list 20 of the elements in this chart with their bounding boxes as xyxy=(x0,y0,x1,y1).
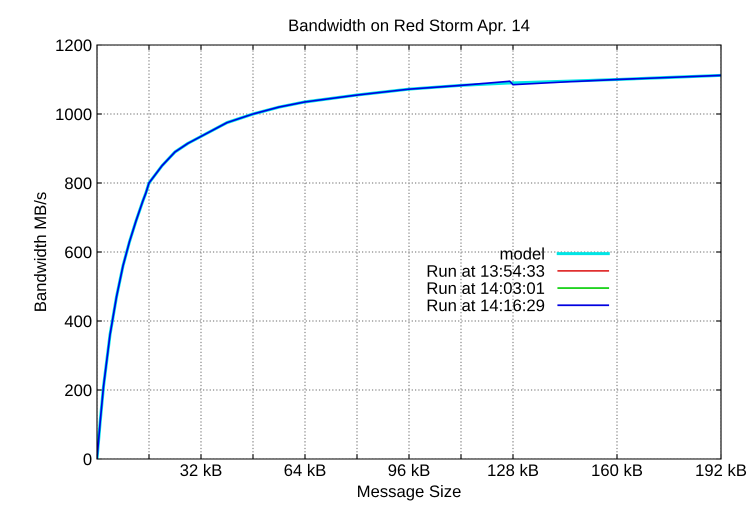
y-tick-label: 400 xyxy=(64,315,92,328)
y-tick-label: 1200 xyxy=(56,39,92,52)
y-axis-title: Bandwidth MB/s xyxy=(34,192,46,311)
x-tick-label: 96 kB xyxy=(388,464,430,476)
x-tick-label: 192 kB xyxy=(696,464,746,476)
x-tick-label: 128 kB xyxy=(488,464,538,476)
legend-label: model xyxy=(500,247,544,260)
y-tick-label: 800 xyxy=(65,177,92,190)
x-tick-label: 32 kB xyxy=(180,464,222,476)
legend-label: Run at 13:54:33 xyxy=(428,265,544,277)
legend-label: Run at 14:16:29 xyxy=(428,299,544,312)
legend-label: Run at 14:03:01 xyxy=(428,282,544,294)
y-tick-label: 0 xyxy=(84,453,92,466)
y-tick-label: 1000 xyxy=(56,108,92,120)
chart-title: Bandwidth on Red Storm Apr. 14 xyxy=(289,19,530,35)
x-axis-title: Message Size xyxy=(358,484,461,500)
x-tick-label: 160 kB xyxy=(592,464,642,476)
y-tick-label: 200 xyxy=(65,384,92,396)
y-tick-label: 600 xyxy=(65,246,92,258)
x-tick-label: 64 kB xyxy=(284,464,326,476)
